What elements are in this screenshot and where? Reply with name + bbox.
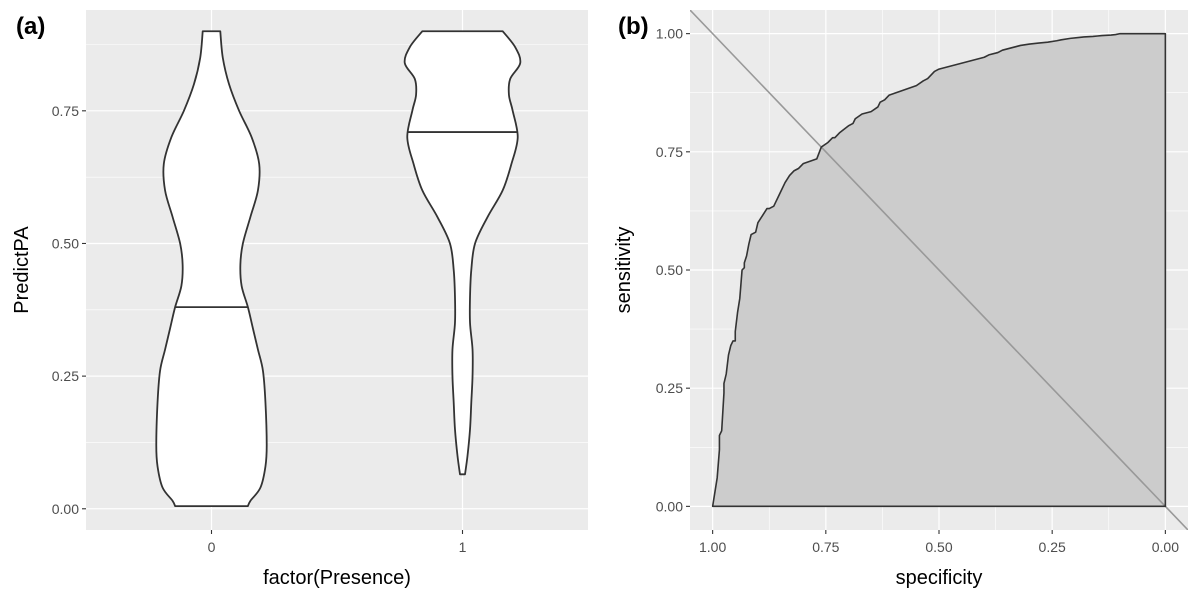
y-tick-label: 0.75 xyxy=(52,103,79,119)
violin-shape xyxy=(403,30,522,476)
x-axis-title: specificity xyxy=(896,567,983,589)
diagonal-reference-line xyxy=(690,10,1188,530)
y-tick-label: 0.00 xyxy=(52,501,79,517)
y-axis-title: sensitivity xyxy=(613,227,635,314)
y-tick-label: 0.25 xyxy=(656,380,683,396)
panel-b-roc-chart: 0.00 0.25 0.50 0.75 1.00 1.00 0.75 0.50 0.25 0.00… xyxy=(613,10,1188,589)
x-axis-title: factor(Presence) xyxy=(263,567,411,589)
y-tick-label: 1.00 xyxy=(656,26,683,42)
panel-a-violin-chart: 0.00 0.25 0.50 0.75 0 1 factor(Presence) Predic… xyxy=(11,10,588,589)
y-tick-label: 0.00 xyxy=(656,498,683,514)
x-tick-label: 0.25 xyxy=(1039,539,1066,555)
y-tick-label: 0.50 xyxy=(656,262,683,278)
x-tick-label: 1.00 xyxy=(699,539,726,555)
roc-curve-line xyxy=(711,32,1167,508)
y-tick-label: 0.25 xyxy=(52,368,79,384)
x-tick-label: 0.75 xyxy=(812,539,839,555)
x-tick-label: 0 xyxy=(208,539,216,555)
panel-tag-b: (b) xyxy=(618,13,649,40)
violin-shape xyxy=(155,30,268,508)
x-tick-label: 0.50 xyxy=(925,539,952,555)
y-tick-label: 0.50 xyxy=(52,235,79,251)
y-tick-label: 0.75 xyxy=(656,144,683,160)
panel-tag-a: (a) xyxy=(16,13,45,40)
y-axis-title: PredictPA xyxy=(11,226,33,314)
x-tick-label: 1 xyxy=(459,539,467,555)
x-tick-label: 0.00 xyxy=(1152,539,1179,555)
